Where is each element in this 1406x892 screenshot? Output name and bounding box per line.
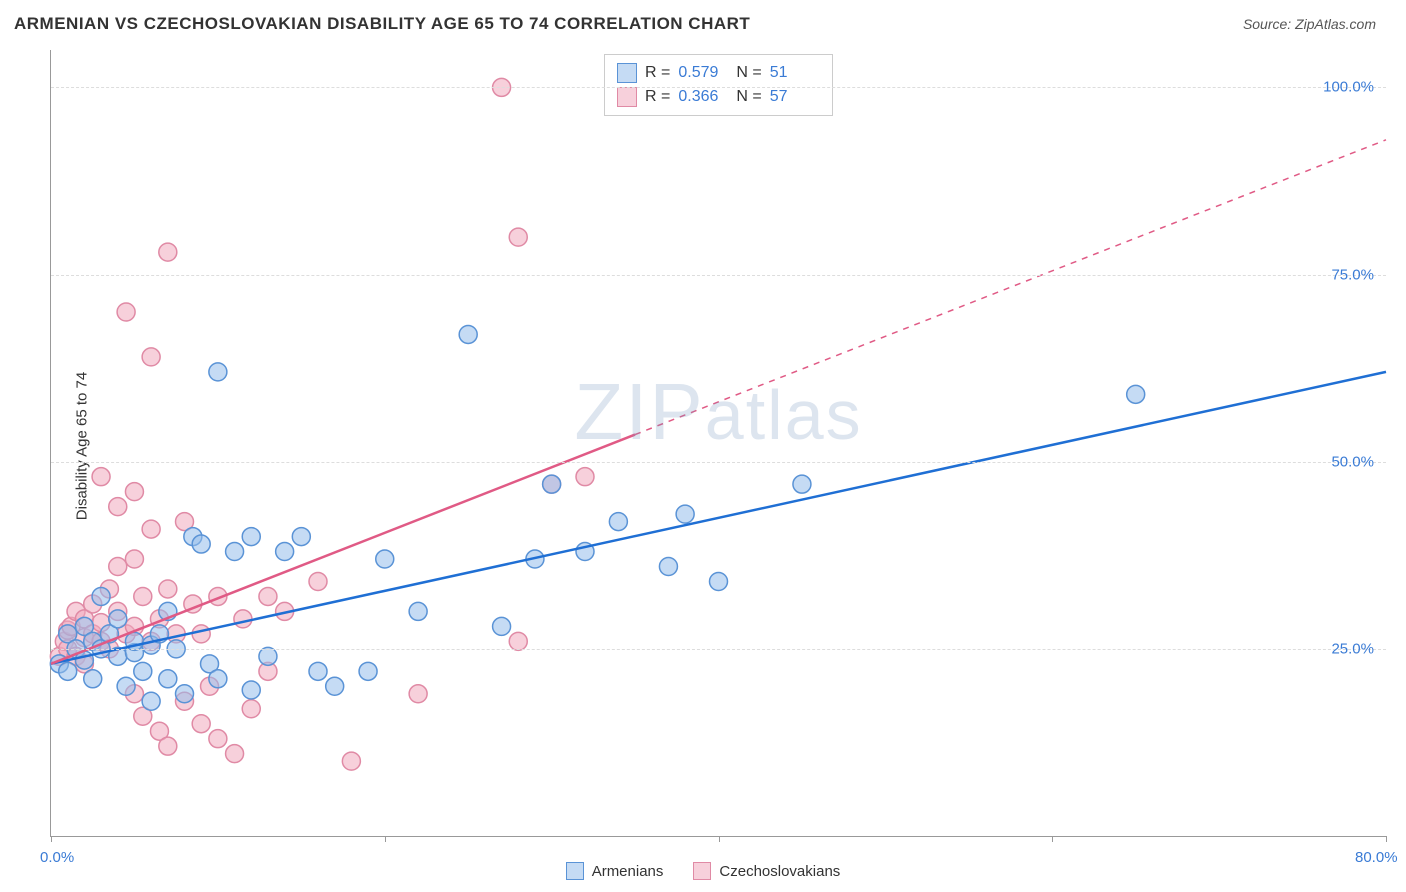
stats-row-czech: R = 0.366 N = 57: [617, 85, 820, 109]
x-tick-label-min: 0.0%: [40, 849, 74, 866]
y-tick-label: 75.0%: [1331, 266, 1374, 283]
legend-label-armenians: Armenians: [592, 863, 664, 880]
chart-plot-area: ZIPatlas R = 0.579 N = 51 R = 0.366 N = …: [50, 50, 1386, 837]
y-tick-label: 25.0%: [1331, 640, 1374, 657]
y-tick-label: 50.0%: [1331, 453, 1374, 470]
chart-svg: [51, 50, 1386, 836]
legend-swatch-armenians: [566, 862, 584, 880]
swatch-czech: [617, 87, 637, 107]
bottom-legend: Armenians Czechoslovakians: [0, 862, 1406, 880]
source-label: Source: ZipAtlas.com: [1243, 16, 1376, 32]
swatch-armenians: [617, 63, 637, 83]
stats-row-armenians: R = 0.579 N = 51: [617, 61, 820, 85]
legend-item-armenians: Armenians: [566, 862, 664, 880]
n-value-armenians: 51: [770, 64, 820, 82]
legend-swatch-czech: [693, 862, 711, 880]
r-label: R =: [645, 64, 670, 82]
legend-label-czech: Czechoslovakians: [719, 863, 840, 880]
x-tick-label-max: 80.0%: [1355, 849, 1398, 866]
r-label: R =: [645, 88, 670, 106]
y-tick-label: 100.0%: [1323, 79, 1374, 96]
stats-legend-box: R = 0.579 N = 51 R = 0.366 N = 57: [604, 54, 833, 116]
header: ARMENIAN VS CZECHOSLOVAKIAN DISABILITY A…: [0, 0, 1406, 42]
n-label: N =: [736, 88, 761, 106]
legend-item-czech: Czechoslovakians: [693, 862, 840, 880]
n-label: N =: [736, 64, 761, 82]
r-value-armenians: 0.579: [678, 64, 728, 82]
r-value-czech: 0.366: [678, 88, 728, 106]
chart-title: ARMENIAN VS CZECHOSLOVAKIAN DISABILITY A…: [14, 14, 750, 34]
n-value-czech: 57: [770, 88, 820, 106]
